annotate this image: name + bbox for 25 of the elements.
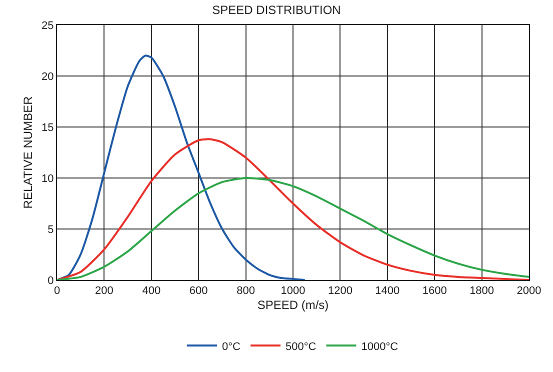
y-tick-label: 5 (48, 224, 54, 236)
line-series (57, 176, 529, 280)
y-tick-label: 10 (42, 172, 54, 185)
x-tick-label: 200 (95, 285, 114, 298)
x-tick-label: 400 (142, 285, 161, 298)
y-tick-label: 20 (42, 70, 54, 83)
x-tick-label: 1400 (375, 285, 400, 298)
legend-label: 0°C (222, 340, 241, 353)
line-series (57, 54, 306, 280)
y-tick-label: 0 (48, 274, 54, 287)
line-series (57, 138, 529, 280)
x-tick-label: 600 (189, 285, 208, 298)
x-tick-label: 2000 (516, 285, 542, 298)
y-tick-label: 15 (42, 122, 54, 134)
x-tick-label: 1800 (470, 285, 494, 298)
x-tick-label: 800 (236, 285, 255, 298)
x-axis-title: SPEED (m/s) (257, 298, 329, 312)
x-tick-label: 1600 (422, 285, 447, 298)
x-tick-label: 1200 (328, 285, 352, 298)
legend-label: 1000°C (361, 340, 398, 353)
y-axis-title: RELATIVE NUMBER (20, 96, 35, 209)
chart-title: SPEED DISTRIBUTION (212, 2, 341, 17)
x-tick-label: 1000 (280, 285, 306, 298)
legend-label: 500°C (286, 340, 316, 353)
y-tick-label: 25 (42, 20, 54, 32)
